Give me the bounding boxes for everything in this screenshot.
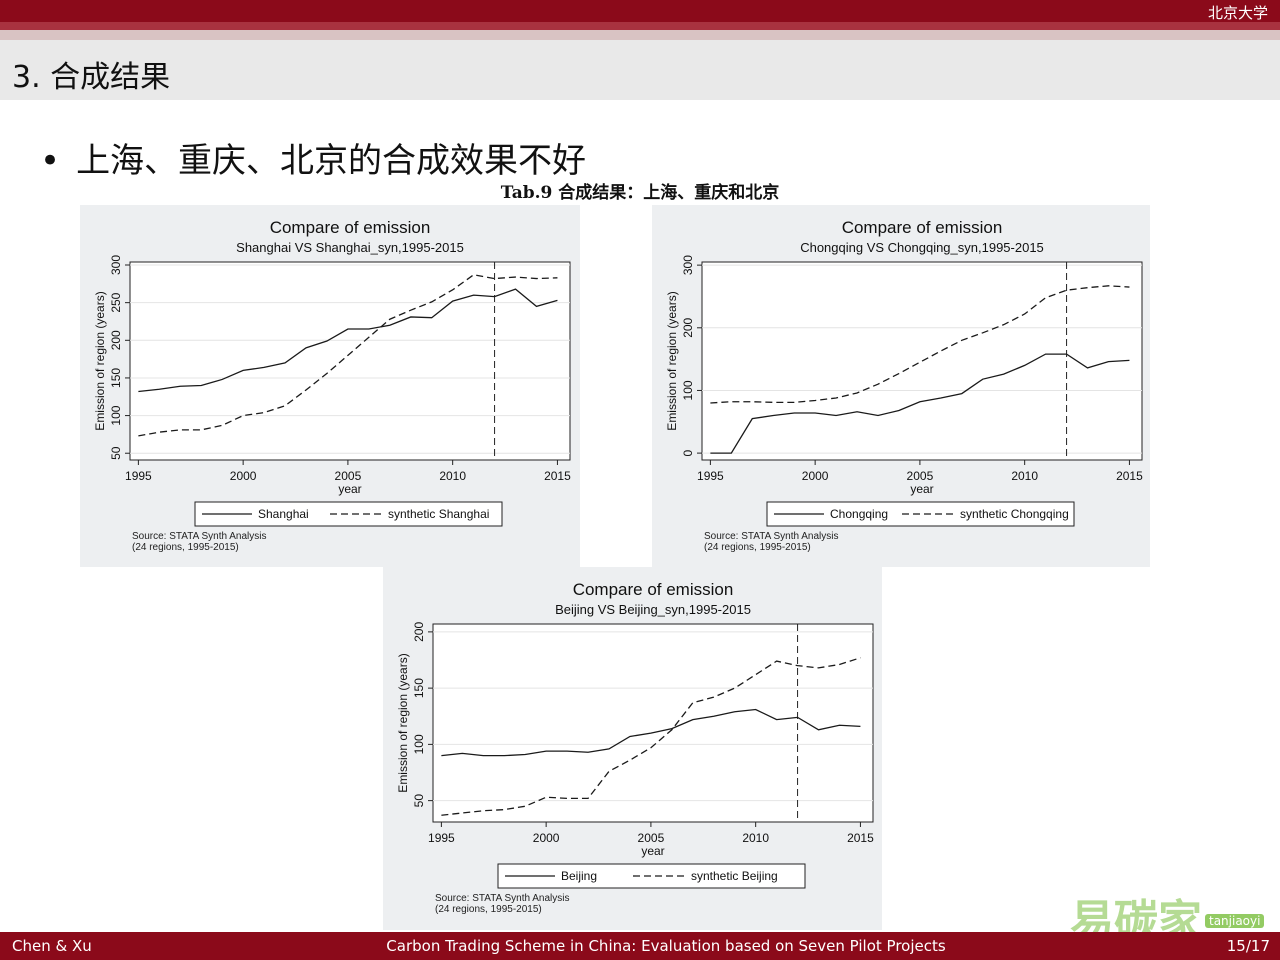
x-axis-label: year (910, 482, 933, 496)
source-note: (24 regions, 1995-2015) (435, 904, 542, 915)
footer-title: Carbon Trading Scheme in China: Evaluati… (386, 937, 946, 955)
x-tick-label: 2005 (907, 469, 934, 483)
y-axis-label: Emission of region (years) (396, 653, 410, 792)
y-tick-label: 150 (109, 368, 123, 388)
chart-subtitle: Beijing VS Beijing_syn,1995-2015 (555, 602, 751, 617)
source-note: (24 regions, 1995-2015) (704, 542, 811, 553)
legend-label: Chongqing (830, 507, 888, 521)
x-tick-label: 1995 (697, 469, 724, 483)
x-tick-label: 2000 (802, 469, 829, 483)
section-title: 3. 合成结果 (12, 60, 171, 95)
chart: Compare of emission Chongqing VS Chongqin… (652, 205, 1150, 567)
source-note: Source: STATA Synth Analysis (132, 531, 267, 542)
bullet: • 上海、重庆、北京的合成效果不好 (40, 141, 587, 181)
legend-label: synthetic Beijing (691, 869, 778, 883)
page-number: 15/17 (1226, 937, 1270, 955)
x-tick-label: 2005 (638, 831, 665, 845)
chart: Compare of emission Beijing VS Beijing_sy… (383, 567, 882, 930)
x-tick-label: 2015 (1116, 469, 1143, 483)
series-line (441, 708, 861, 757)
chart-title: Compare of emission (270, 218, 431, 237)
x-tick-label: 2000 (533, 831, 560, 845)
y-axis-label: Emission of region (years) (665, 291, 679, 430)
footer-author: Chen & Xu (12, 937, 92, 955)
y-tick-label: 250 (109, 292, 123, 312)
plot-area (432, 623, 874, 823)
x-axis-label: year (338, 482, 361, 496)
x-tick-label: 2010 (742, 831, 769, 845)
x-tick-label: 1995 (428, 831, 455, 845)
chart-title: Compare of emission (573, 580, 734, 599)
y-tick-label: 0 (681, 449, 695, 456)
series-line (138, 288, 558, 393)
y-tick-label: 50 (109, 446, 123, 460)
top-bar (0, 0, 1280, 22)
x-tick-label: 2000 (230, 469, 257, 483)
y-axis-label: Emission of region (years) (93, 291, 107, 430)
series-line (710, 285, 1130, 404)
y-tick-label: 300 (681, 255, 695, 275)
source-note: Source: STATA Synth Analysis (435, 893, 570, 904)
x-tick-label: 1995 (125, 469, 152, 483)
y-tick-label: 200 (412, 622, 426, 642)
legend-label: Shanghai (258, 507, 309, 521)
footer: Chen & Xu Carbon Trading Scheme in China… (0, 932, 1280, 960)
chart-subtitle: Chongqing VS Chongqing_syn,1995-2015 (800, 240, 1044, 255)
series-line (710, 353, 1130, 454)
chart-title: Compare of emission (842, 218, 1003, 237)
x-axis-label: year (641, 844, 664, 858)
y-tick-label: 200 (109, 330, 123, 350)
source-note: (24 regions, 1995-2015) (132, 542, 239, 553)
legend-label: Beijing (561, 869, 597, 883)
series-line (441, 657, 861, 816)
y-tick-label: 200 (681, 317, 695, 337)
y-tick-label: 50 (412, 794, 426, 808)
logo: 北京大学 (1207, 4, 1268, 22)
y-tick-label: 300 (109, 255, 123, 275)
series-line (138, 274, 558, 437)
chart-subtitle: Shanghai VS Shanghai_syn,1995-2015 (236, 240, 464, 255)
watermark-tag: tanjiaoyi (1205, 914, 1265, 928)
x-tick-label: 2010 (1011, 469, 1038, 483)
header (0, 40, 1280, 100)
y-tick-label: 100 (109, 405, 123, 425)
plot-area (701, 261, 1143, 461)
caption: Tab.9 合成结果：上海、重庆和北京 (500, 183, 780, 203)
bullet-text: 上海、重庆、北京的合成效果不好 (76, 141, 587, 181)
source-note: Source: STATA Synth Analysis (704, 531, 839, 542)
top-strip (0, 30, 1280, 40)
legend-label: synthetic Shanghai (388, 507, 489, 521)
x-tick-label: 2010 (439, 469, 466, 483)
x-tick-label: 2015 (847, 831, 874, 845)
x-tick-label: 2015 (544, 469, 571, 483)
top-strip (0, 22, 1280, 30)
legend-label: synthetic Chongqing (960, 507, 1069, 521)
y-tick-label: 150 (412, 678, 426, 698)
plot-area (129, 261, 571, 461)
y-tick-label: 100 (681, 380, 695, 400)
chart: Compare of emission Shanghai VS Shanghai_… (80, 205, 580, 567)
x-tick-label: 2005 (335, 469, 362, 483)
y-tick-label: 100 (412, 734, 426, 754)
